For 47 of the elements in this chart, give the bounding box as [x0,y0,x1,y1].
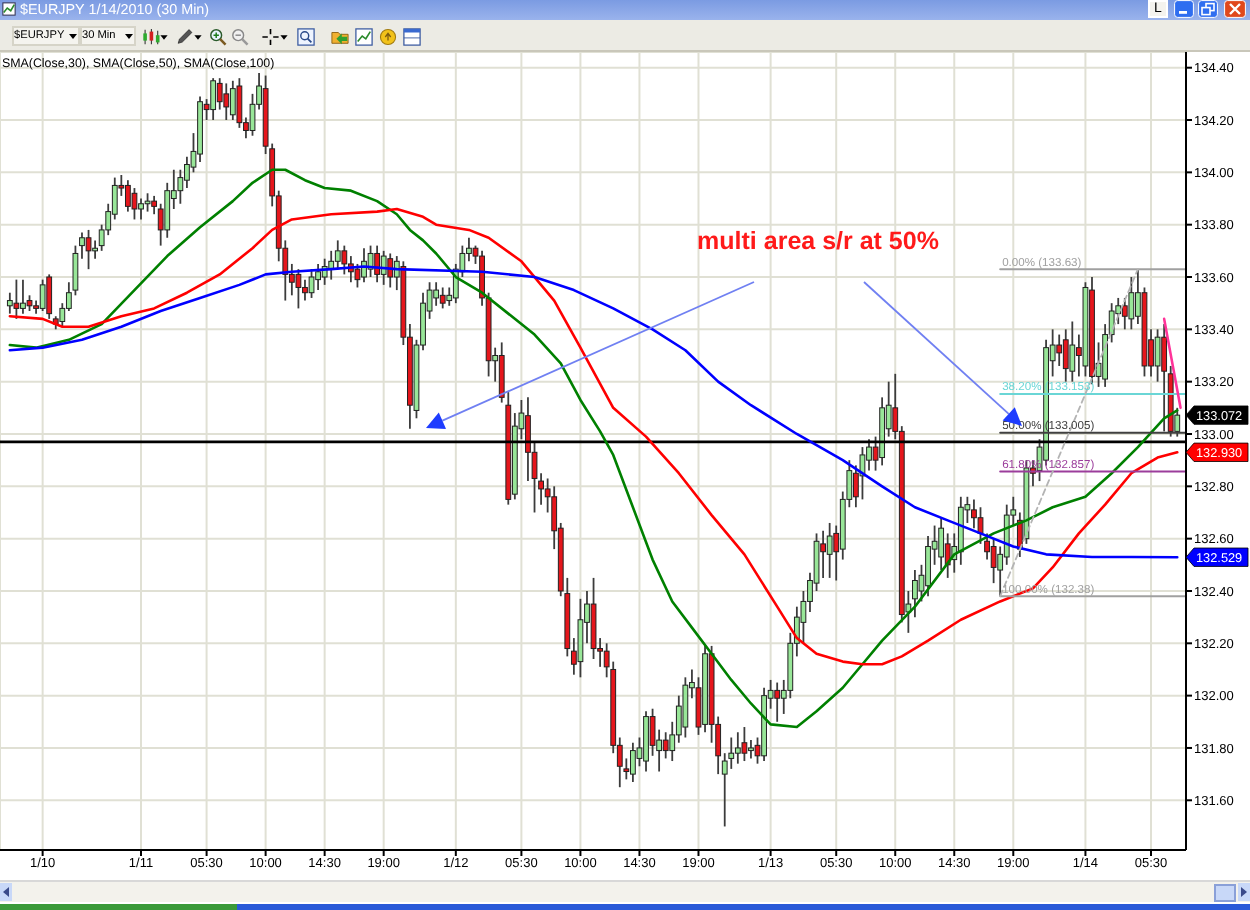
candlestick [682,676,689,739]
candlestick [859,446,866,501]
candlestick [138,197,144,221]
candlestick [39,278,46,312]
candlestick [433,281,440,307]
candlestick [734,731,741,765]
candlestick [387,252,394,289]
candlestick [85,229,92,271]
candlestick [577,597,584,679]
candlestick [308,268,315,299]
candlestick [938,516,945,571]
candlestick [124,179,131,213]
candlestick [1062,328,1069,383]
candlestick [1128,276,1135,331]
candlestick [1154,328,1161,383]
candlestick [741,726,748,762]
candlestick [341,244,348,276]
candlestick [131,187,138,221]
candlestick [295,268,302,310]
candlestick [367,244,374,278]
candlestick [643,710,649,773]
candlestick [46,273,53,320]
candlestick [20,278,26,315]
line-series [8,168,1179,729]
candlestick [380,249,387,286]
candlestick [826,522,833,579]
candlestick [820,529,826,579]
candlestick [144,192,151,213]
candlestick [13,278,20,320]
candlestick [748,739,754,760]
line-series [8,207,1179,666]
candlestick [957,495,964,566]
candlestick [210,77,217,121]
candlestick [977,506,984,545]
candlestick [662,731,669,760]
candlestick [630,741,636,783]
candlestick [223,82,230,121]
candlestick [1121,297,1128,331]
candlestick [1069,320,1076,383]
candlestick [315,263,321,291]
candlestick [374,244,381,284]
candlestick [229,79,236,121]
candlestick [1056,333,1063,367]
candlestick [774,681,781,723]
candlestick [590,577,597,660]
candlestick [439,286,446,310]
annotation: multi area s/r at 50% [697,226,939,255]
